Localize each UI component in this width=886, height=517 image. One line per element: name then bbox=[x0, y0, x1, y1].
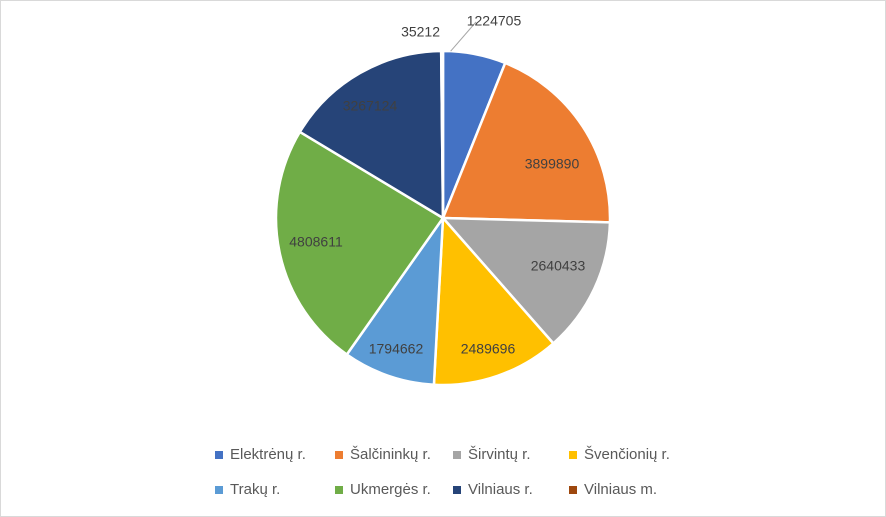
data-label-3: 2640433 bbox=[531, 258, 586, 274]
pie-slice-5 bbox=[345, 216, 445, 387]
data-label-5: 1794662 bbox=[369, 341, 424, 357]
pie-slices bbox=[274, 49, 612, 387]
leader-lines bbox=[450, 21, 477, 52]
data-label-7: 3267124 bbox=[343, 98, 398, 114]
pie-slice-2 bbox=[441, 61, 612, 224]
pie-slice-6 bbox=[274, 130, 445, 356]
pie-slice-3 bbox=[441, 216, 612, 345]
data-label-2: 3899890 bbox=[525, 156, 580, 172]
data-labels: 1224705 3899890 2640433 2489696 1794662 48086… bbox=[289, 13, 585, 357]
pie-slice-8 bbox=[439, 49, 445, 220]
pie-slice-4 bbox=[432, 216, 555, 387]
data-label-1: 1224705 bbox=[467, 13, 522, 29]
data-label-6: 4808611 bbox=[289, 234, 343, 250]
leader-line-1 bbox=[450, 21, 477, 52]
data-label-4: 2489696 bbox=[461, 341, 516, 357]
pie-slice-7 bbox=[298, 49, 445, 220]
data-label-8: 35212 bbox=[401, 24, 440, 40]
